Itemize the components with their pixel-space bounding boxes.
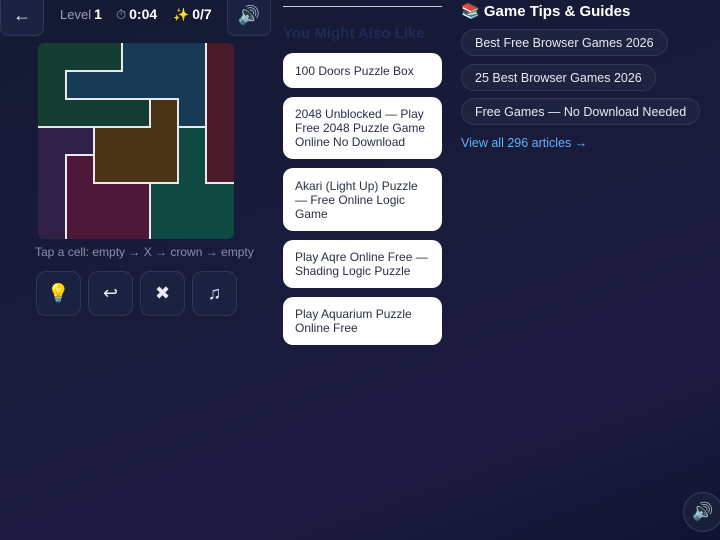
board-cell[interactable] [150,43,179,72]
floating-sound-button[interactable]: 🔊 [683,492,720,532]
timer-icon: ⏱ [116,7,127,22]
puzzle-board[interactable] [38,43,234,239]
music-button[interactable]: ♫ [192,271,237,316]
board-cell[interactable] [94,43,123,72]
speaker-icon: 🔊 [237,4,261,25]
view-all-articles-link[interactable]: View all 296 articles → [461,136,588,150]
board-cell[interactable] [206,43,234,72]
game-card[interactable]: Play Aqre Online Free — Shading Logic Pu… [283,240,442,288]
board-cell[interactable] [122,183,151,212]
article-link[interactable]: Free Games — No Download Needed [461,98,701,125]
board-cell[interactable] [38,155,67,184]
board-cell[interactable] [178,127,207,156]
board-cell[interactable] [150,99,179,128]
board-cell[interactable] [66,127,95,156]
clear-button[interactable]: ✖ [140,271,185,316]
board-cell[interactable] [178,43,207,72]
instruction-text: Tap a cell: empty → X → crown → empty [35,245,254,259]
board-cell[interactable] [178,99,207,128]
hint-button[interactable]: 💡 [36,271,81,316]
board-cell[interactable] [122,127,151,156]
article-title: Free Games — No Download Needed [475,104,687,119]
board-cell[interactable] [66,71,95,100]
section-title-you-might-also-like: You Might Also Like [283,25,425,42]
board-cell[interactable] [66,155,95,184]
game-card[interactable]: Play Aquarium Puzzle Online Free [283,297,442,345]
timer: ⏱ 0:04 [116,6,157,23]
board-cell[interactable] [94,71,123,100]
board-cell[interactable] [38,71,67,100]
game-card-title: Play Aqre Online Free — Shading Logic Pu… [295,250,428,278]
lightbulb-icon: 💡 [47,283,70,303]
game-card[interactable]: 2048 Unblocked — Play Free 2048 Puzzle G… [283,97,442,159]
board-cell[interactable] [122,71,151,100]
undo-icon: ↩ [102,283,119,303]
level-label: Level [60,7,92,22]
board-cell[interactable] [206,155,234,184]
board-cell[interactable] [38,183,67,212]
arrow-left-icon: ← [13,4,31,25]
board-cell[interactable] [206,127,234,156]
board-cell[interactable] [38,211,67,239]
board-cell[interactable] [66,99,95,128]
board-cell[interactable] [178,211,207,239]
board-cell[interactable] [150,155,179,184]
tips-title-text: Game Tips & Guides [483,3,631,20]
crown-count-value: 0/7 [192,6,212,22]
sparkles-icon: ✨ [173,7,190,22]
game-card[interactable]: Akari (Light Up) Puzzle — Free Online Lo… [283,168,442,231]
board-cell[interactable] [66,211,95,239]
board-cell[interactable] [178,183,207,212]
board-cell[interactable] [206,71,234,100]
divider [283,6,442,7]
board-cell[interactable] [122,211,151,239]
board-cell[interactable] [178,71,207,100]
board-cell[interactable] [94,183,123,212]
puzzle-grid[interactable] [38,43,234,239]
game-card-title: Play Aquarium Puzzle Online Free [295,307,412,335]
board-cell[interactable] [150,127,179,156]
level-value: 1 [94,6,102,22]
close-icon: ✖ [154,283,171,303]
board-cell[interactable] [206,183,234,212]
game-card-title: 2048 Unblocked — Play Free 2048 Puzzle G… [295,107,426,149]
board-cell[interactable] [206,99,234,128]
speaker-icon: 🔊 [692,502,714,521]
board-cell[interactable] [38,127,67,156]
board-cell[interactable] [150,211,179,239]
game-card-title: 100 Doors Puzzle Box [295,63,414,78]
music-note-icon: ♫ [207,283,222,303]
board-cell[interactable] [94,211,123,239]
board-cell[interactable] [122,155,151,184]
board-cell[interactable] [66,183,95,212]
board-cell[interactable] [206,211,234,239]
crown-counter: ✨ 0/7 [173,6,212,23]
board-cell[interactable] [38,99,67,128]
board-cell[interactable] [150,71,179,100]
board-cell[interactable] [38,43,67,72]
board-cell[interactable] [150,183,179,212]
board-cell[interactable] [122,43,151,72]
board-cell[interactable] [94,127,123,156]
article-link[interactable]: 25 Best Browser Games 2026 [461,64,656,91]
article-link[interactable]: Best Free Browser Games 2026 [461,29,668,56]
game-card[interactable]: 100 Doors Puzzle Box [283,53,442,88]
back-button[interactable]: ← [0,0,44,36]
game-card-title: Akari (Light Up) Puzzle — Free Online Lo… [295,178,418,221]
section-title-game-tips: 📚 Game Tips & Guides [461,2,630,20]
board-cell[interactable] [94,99,123,128]
article-title: Best Free Browser Games 2026 [475,35,654,50]
books-icon: 📚 [461,3,480,20]
board-cell[interactable] [94,155,123,184]
level-indicator: Level 1 [60,6,102,22]
board-cell[interactable] [66,43,95,72]
sound-toggle-button[interactable]: 🔊 [227,0,271,36]
undo-button[interactable]: ↩ [88,271,133,316]
board-cell[interactable] [178,155,207,184]
board-cell[interactable] [122,99,151,128]
timer-value: 0:04 [129,6,158,22]
article-title: 25 Best Browser Games 2026 [475,70,642,85]
